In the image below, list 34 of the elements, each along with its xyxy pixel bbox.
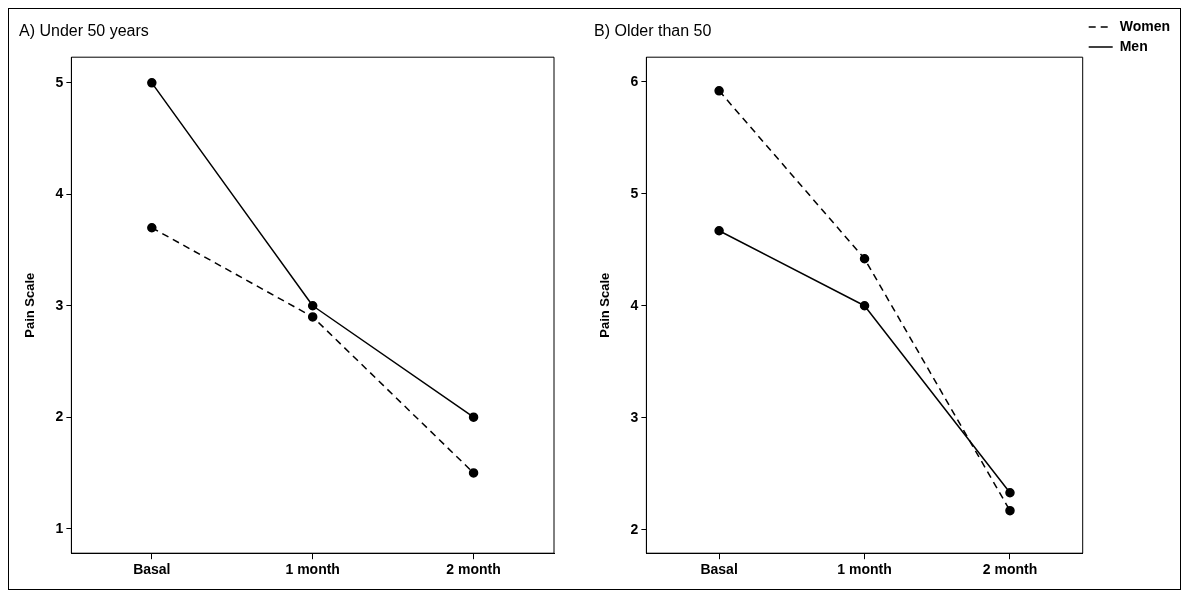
y-tick-label: 2 xyxy=(55,408,64,425)
y-tick-label: 6 xyxy=(630,72,639,89)
y-tick-label: 5 xyxy=(55,73,64,90)
x-tick-label: 1 month xyxy=(837,561,892,578)
point xyxy=(714,86,724,96)
y-tick-label: 2 xyxy=(630,520,639,537)
point xyxy=(468,468,479,478)
legend-label: Men xyxy=(1119,37,1148,54)
point xyxy=(307,301,318,311)
y-tick-label: 3 xyxy=(55,296,64,313)
y-axis-title: Pain Scale xyxy=(22,272,38,338)
y-tick-label: 5 xyxy=(630,184,639,201)
point xyxy=(859,301,870,311)
x-tick-label: Basal xyxy=(700,561,738,578)
chart-title: B) Older than 50 xyxy=(594,22,712,40)
point xyxy=(468,412,479,422)
x-tick-label: 2 month xyxy=(446,561,501,578)
point xyxy=(1005,505,1015,516)
legend-label: Women xyxy=(1119,17,1171,34)
point xyxy=(1005,487,1015,498)
x-tick-label: 1 month xyxy=(285,561,340,578)
point xyxy=(147,222,157,233)
point xyxy=(307,312,318,322)
y-tick-label: 4 xyxy=(55,185,64,202)
y-tick-label: 3 xyxy=(630,408,639,425)
chart-title: A) Under 50 years xyxy=(19,22,149,40)
y-axis-title: Pain Scale xyxy=(597,272,613,338)
y-tick-label: 1 xyxy=(55,519,64,536)
y-tick-label: 4 xyxy=(630,296,639,313)
point xyxy=(147,78,157,88)
point xyxy=(714,225,724,236)
x-tick-label: Basal xyxy=(133,561,171,578)
x-tick-label: 2 month xyxy=(982,561,1038,578)
point xyxy=(859,253,870,264)
